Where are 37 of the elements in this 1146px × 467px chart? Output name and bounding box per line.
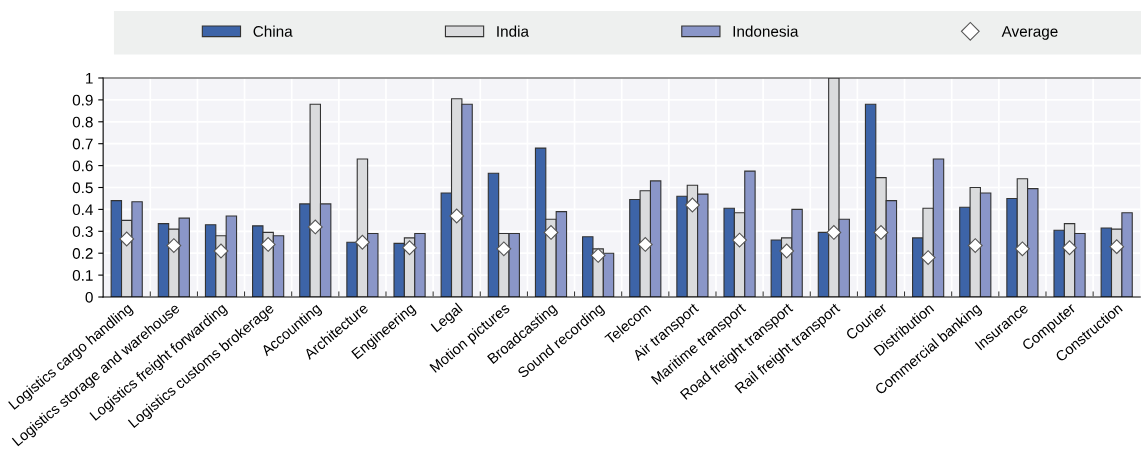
point <box>637 237 653 252</box>
y-tick-label: 0.5 <box>72 182 93 194</box>
y-tick-label: 0.4 <box>72 204 93 216</box>
point <box>684 197 700 213</box>
point <box>920 250 936 266</box>
point <box>213 243 229 259</box>
y-tick-label: 0.9 <box>72 94 93 106</box>
point <box>1062 240 1077 256</box>
point <box>307 219 323 235</box>
y-tick-label: 0.2 <box>72 248 93 259</box>
point <box>1014 241 1030 257</box>
legend-label: China <box>253 25 293 37</box>
legend-label: Indonesia <box>733 25 799 37</box>
point <box>826 224 842 240</box>
y-tick-label: 0 <box>85 291 93 303</box>
point <box>779 243 795 259</box>
point <box>354 234 370 250</box>
point <box>543 224 559 240</box>
point <box>496 241 512 257</box>
y-tick-label: 0.8 <box>72 116 93 128</box>
point <box>732 232 747 248</box>
y-tick-label: 1 <box>86 73 93 84</box>
y-tick-label: 0.7 <box>72 138 93 150</box>
point <box>873 224 889 240</box>
y-tick-label: 0.6 <box>72 160 93 172</box>
point <box>402 240 417 256</box>
point <box>260 237 276 252</box>
y-tick-label: 0.1 <box>72 269 93 281</box>
point <box>119 231 135 247</box>
point <box>967 238 983 253</box>
point <box>590 247 606 263</box>
legend-label: Average <box>1001 26 1058 40</box>
point <box>1109 239 1125 255</box>
point <box>166 238 182 253</box>
legend-label: India <box>497 25 529 37</box>
point <box>449 208 465 224</box>
y-tick-label: 0.3 <box>72 226 93 237</box>
